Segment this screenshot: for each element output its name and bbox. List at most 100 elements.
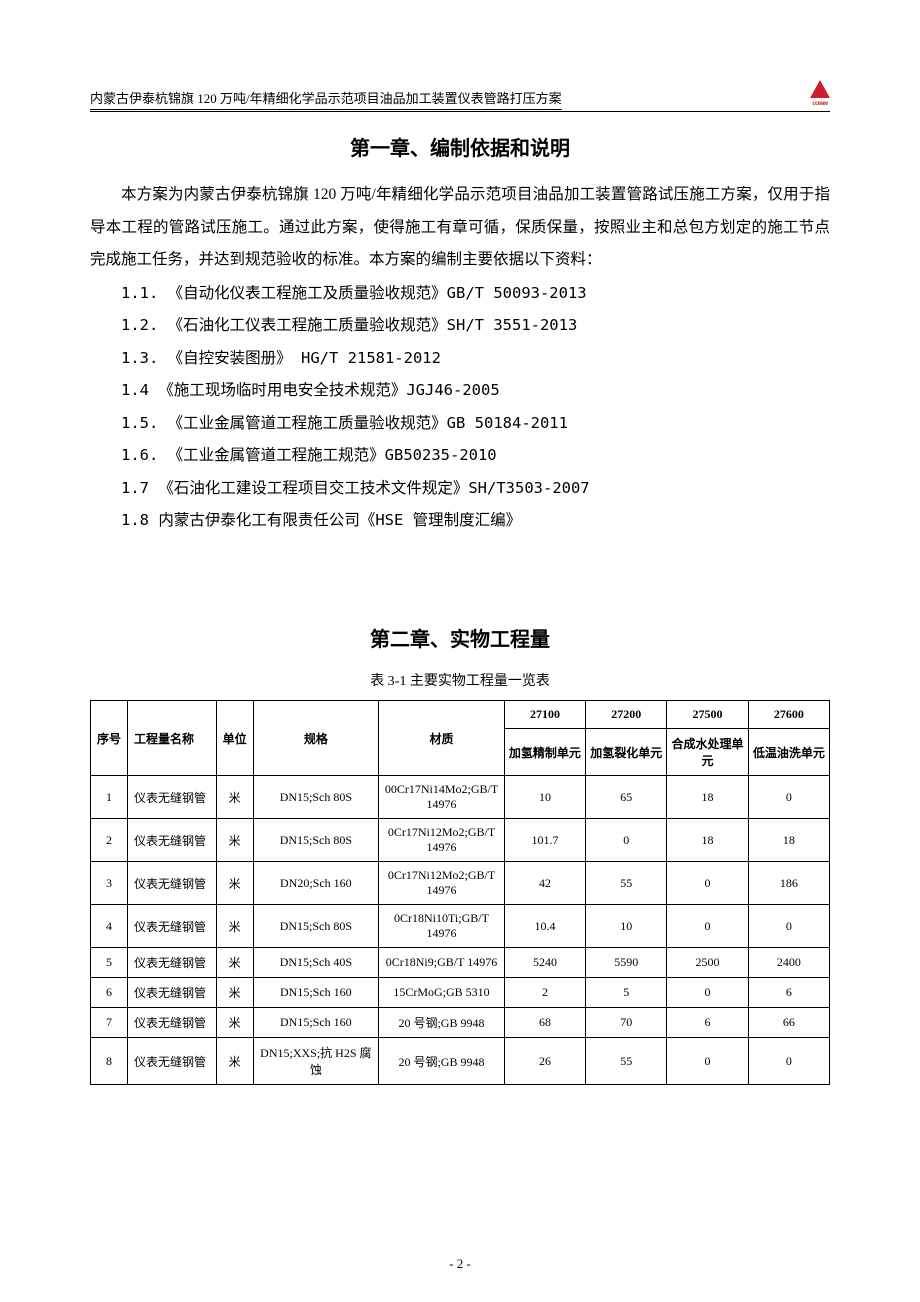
reference-list: 1.1. 《自动化仪表工程施工及质量验收规范》GB/T 50093-2013 1…	[90, 277, 830, 537]
th-name: 工程量名称	[127, 701, 216, 776]
logo-triangle-icon	[810, 80, 830, 98]
table-cell: DN15;Sch 80S	[253, 905, 379, 948]
table-cell: 米	[216, 978, 253, 1008]
table-cell: 20 号钢;GB 9948	[379, 1008, 505, 1038]
header-title: 内蒙古伊泰杭锦旗 120 万吨/年精细化学品示范项目油品加工装置仪表管路打压方案	[90, 88, 562, 107]
chapter1-title: 第一章、编制依据和说明	[90, 132, 830, 161]
table-cell: DN15;XXS;抗 H2S 腐蚀	[253, 1038, 379, 1085]
table-cell: 6	[667, 1008, 748, 1038]
table-cell: 0	[667, 862, 748, 905]
table-row: 3仪表无缝钢管米DN20;Sch 1600Cr17Ni12Mo2;GB/T 14…	[91, 862, 830, 905]
table-cell: 42	[504, 862, 585, 905]
table-cell: 仪表无缝钢管	[127, 948, 216, 978]
table-cell: DN15;Sch 160	[253, 978, 379, 1008]
table-cell: 5	[586, 978, 667, 1008]
table-cell: 186	[748, 862, 829, 905]
table-cell: 米	[216, 776, 253, 819]
table-cell: 米	[216, 862, 253, 905]
quantity-table: 序号 工程量名称 单位 规格 材质 27100 27200 27500 2760…	[90, 700, 830, 1085]
table-cell: 10	[504, 776, 585, 819]
table-cell: 8	[91, 1038, 128, 1085]
page-footer: - 2 -	[0, 1256, 920, 1272]
table-cell: 0	[667, 905, 748, 948]
table-cell: 仪表无缝钢管	[127, 862, 216, 905]
table-cell: 0Cr18Ni10Ti;GB/T 14976	[379, 905, 505, 948]
table-cell: 2500	[667, 948, 748, 978]
logo-label: ccesee	[812, 99, 827, 107]
table-cell: 18	[667, 776, 748, 819]
th-unit: 单位	[216, 701, 253, 776]
table-cell: 1	[91, 776, 128, 819]
table-cell: 00Cr17Ni14Mo2;GB/T 14976	[379, 776, 505, 819]
list-item: 1.4 《施工现场临时用电安全技术规范》JGJ46-2005	[90, 374, 830, 407]
table-cell: 米	[216, 1008, 253, 1038]
table-cell: 7	[91, 1008, 128, 1038]
page-header: 内蒙古伊泰杭锦旗 120 万吨/年精细化学品示范项目油品加工装置仪表管路打压方案…	[90, 80, 830, 112]
table-cell: 0	[748, 905, 829, 948]
table-header: 序号 工程量名称 单位 规格 材质 27100 27200 27500 2760…	[91, 701, 830, 776]
th-unit-code: 27200	[586, 701, 667, 729]
list-item: 1.2. 《石油化工仪表工程施工质量验收规范》SH/T 3551-2013	[90, 309, 830, 342]
section-spacer	[90, 537, 830, 607]
table-cell: 0Cr17Ni12Mo2;GB/T 14976	[379, 862, 505, 905]
table-header-row1: 序号 工程量名称 单位 规格 材质 27100 27200 27500 2760…	[91, 701, 830, 729]
table-cell: 70	[586, 1008, 667, 1038]
table-cell: 仪表无缝钢管	[127, 905, 216, 948]
table-cell: 仪表无缝钢管	[127, 819, 216, 862]
table-row: 2仪表无缝钢管米DN15;Sch 80S0Cr17Ni12Mo2;GB/T 14…	[91, 819, 830, 862]
table-cell: 6	[91, 978, 128, 1008]
table-cell: 66	[748, 1008, 829, 1038]
table-cell: 仪表无缝钢管	[127, 1008, 216, 1038]
list-item: 1.8 内蒙古伊泰化工有限责任公司《HSE 管理制度汇编》	[90, 504, 830, 537]
table-cell: 18	[748, 819, 829, 862]
table-row: 4仪表无缝钢管米DN15;Sch 80S0Cr18Ni10Ti;GB/T 149…	[91, 905, 830, 948]
table-cell: 6	[748, 978, 829, 1008]
page-number: - 2 -	[449, 1256, 471, 1271]
table-cell: 10.4	[504, 905, 585, 948]
chapter2-title: 第二章、实物工程量	[90, 623, 830, 652]
table-cell: 2	[504, 978, 585, 1008]
table-cell: 101.7	[504, 819, 585, 862]
table-body: 1仪表无缝钢管米DN15;Sch 80S00Cr17Ni14Mo2;GB/T 1…	[91, 776, 830, 1085]
table-row: 7仪表无缝钢管米DN15;Sch 16020 号钢;GB 99486870666	[91, 1008, 830, 1038]
table-caption: 表 3-1 主要实物工程量一览表	[90, 670, 830, 690]
list-item: 1.7 《石油化工建设工程项目交工技术文件规定》SH/T3503-2007	[90, 472, 830, 505]
table-cell: DN20;Sch 160	[253, 862, 379, 905]
table-cell: 10	[586, 905, 667, 948]
table-cell: 3	[91, 862, 128, 905]
company-logo: ccesee	[810, 80, 830, 107]
table-cell: DN15;Sch 80S	[253, 776, 379, 819]
th-unit-code: 27600	[748, 701, 829, 729]
table-cell: 5	[91, 948, 128, 978]
list-item: 1.5. 《工业金属管道工程施工质量验收规范》GB 50184-2011	[90, 407, 830, 440]
table-cell: 5240	[504, 948, 585, 978]
table-cell: 2	[91, 819, 128, 862]
table-row: 6仪表无缝钢管米DN15;Sch 16015CrMoG;GB 53102506	[91, 978, 830, 1008]
table-cell: DN15;Sch 160	[253, 1008, 379, 1038]
table-cell: 米	[216, 819, 253, 862]
table-cell: 米	[216, 905, 253, 948]
th-material: 材质	[379, 701, 505, 776]
th-unit-name: 加氢精制单元	[504, 729, 585, 776]
table-cell: 15CrMoG;GB 5310	[379, 978, 505, 1008]
table-cell: 68	[504, 1008, 585, 1038]
th-unit-code: 27100	[504, 701, 585, 729]
table-cell: DN15;Sch 80S	[253, 819, 379, 862]
table-cell: 0	[748, 1038, 829, 1085]
table-cell: 20 号钢;GB 9948	[379, 1038, 505, 1085]
table-cell: DN15;Sch 40S	[253, 948, 379, 978]
table-cell: 26	[504, 1038, 585, 1085]
table-cell: 4	[91, 905, 128, 948]
table-cell: 0	[667, 978, 748, 1008]
table-cell: 米	[216, 948, 253, 978]
table-cell: 仪表无缝钢管	[127, 776, 216, 819]
th-unit-name: 加氢裂化单元	[586, 729, 667, 776]
table-row: 1仪表无缝钢管米DN15;Sch 80S00Cr17Ni14Mo2;GB/T 1…	[91, 776, 830, 819]
th-unit-name: 合成水处理单元	[667, 729, 748, 776]
table-cell: 0	[586, 819, 667, 862]
th-unit-code: 27500	[667, 701, 748, 729]
list-item: 1.6. 《工业金属管道工程施工规范》GB50235-2010	[90, 439, 830, 472]
table-row: 5仪表无缝钢管米DN15;Sch 40S0Cr18Ni9;GB/T 149765…	[91, 948, 830, 978]
th-num: 序号	[91, 701, 128, 776]
table-cell: 65	[586, 776, 667, 819]
